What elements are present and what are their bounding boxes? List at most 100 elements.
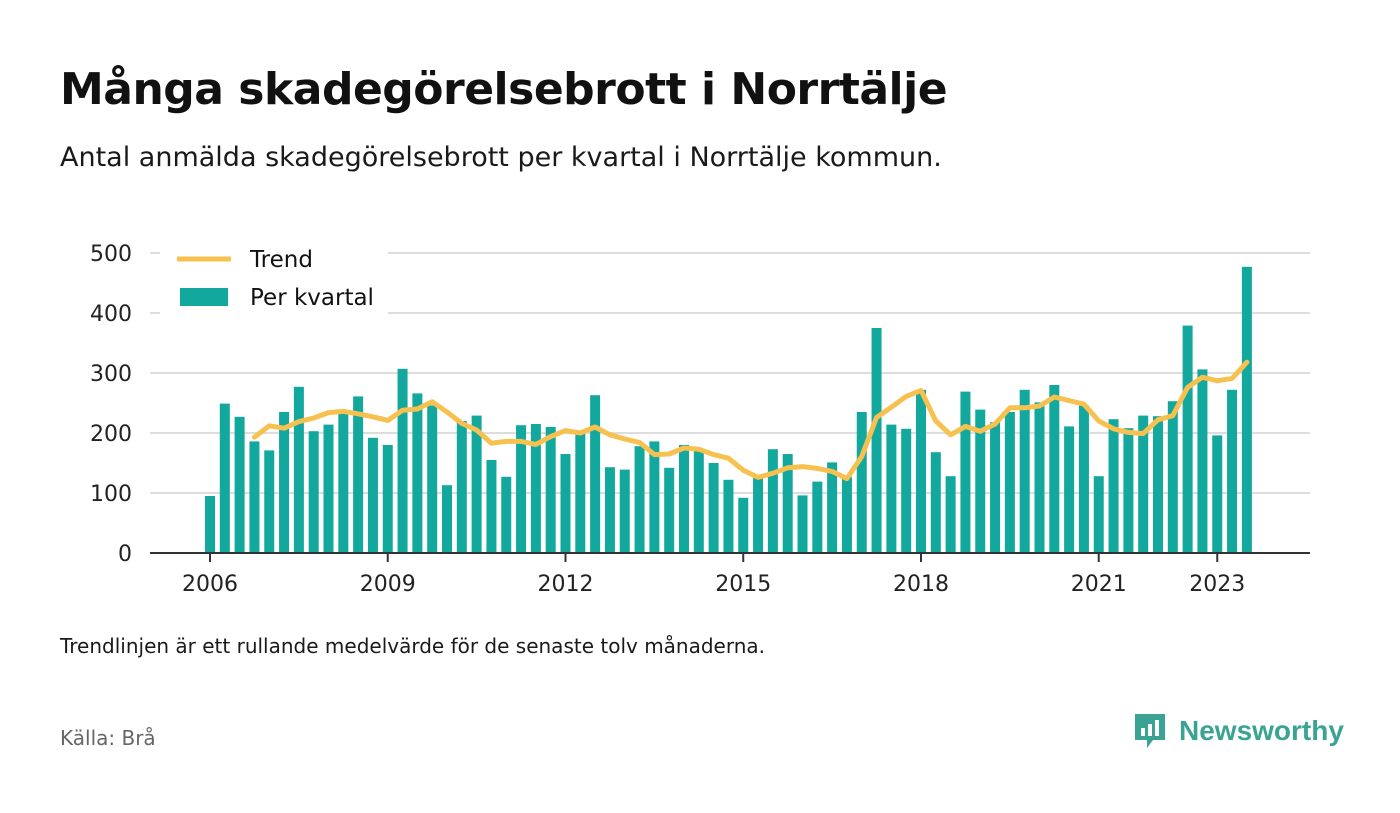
bar <box>560 454 571 553</box>
bar <box>442 485 452 553</box>
bar <box>1138 415 1149 553</box>
y-tick-label: 100 <box>90 482 132 507</box>
bar <box>886 424 897 553</box>
bar <box>456 421 467 553</box>
bar <box>590 395 601 553</box>
newsworthy-logo[interactable]: Newsworthy <box>1133 712 1344 750</box>
bar <box>205 496 215 553</box>
bar <box>1167 401 1178 553</box>
x-tick-label: 2012 <box>538 572 594 597</box>
bar <box>1019 389 1030 553</box>
bar <box>619 469 630 553</box>
bar <box>545 427 556 553</box>
bar <box>1182 325 1193 553</box>
x-tick-label: 2018 <box>893 572 949 597</box>
bar <box>516 425 527 553</box>
bar <box>308 431 319 553</box>
chart-title: Många skadegörelsebrott i Norrtälje <box>60 64 948 115</box>
legend: Trend Per kvartal <box>160 233 388 315</box>
chart-plot: 0 100 200 300 400 500 2006 2009 2012 2015 2018 202… <box>90 233 1310 597</box>
bar <box>767 449 778 553</box>
bar <box>249 441 260 553</box>
bar <box>323 424 334 553</box>
bar-chart-speech-bubble-icon <box>1135 714 1165 748</box>
legend-bar-label: Per kvartal <box>250 285 374 311</box>
bar <box>382 445 393 553</box>
bar <box>1123 428 1134 553</box>
x-axis-ticks: 2006 2009 2012 2015 2018 2021 2023 <box>182 553 1245 597</box>
bar <box>1153 416 1163 553</box>
bar <box>1078 405 1089 553</box>
bar <box>264 450 275 553</box>
bar <box>219 403 230 553</box>
bar <box>738 497 749 553</box>
bar <box>471 415 482 553</box>
bar <box>1227 389 1238 553</box>
bar <box>916 389 926 553</box>
trend-line <box>251 359 1250 482</box>
bar <box>501 476 512 553</box>
bar <box>486 460 497 553</box>
bar <box>1108 419 1119 553</box>
bar <box>427 405 438 553</box>
bar <box>990 422 1001 553</box>
bar <box>723 479 734 553</box>
bar <box>753 477 764 553</box>
legend-trend-label: Trend <box>249 247 313 273</box>
bar <box>1212 435 1223 553</box>
bar <box>856 412 867 553</box>
bar <box>960 391 971 553</box>
y-tick-label: 400 <box>90 302 132 327</box>
trend-series <box>251 359 1250 482</box>
x-tick-label: 2015 <box>715 572 771 597</box>
bar <box>1004 412 1015 553</box>
bar <box>812 481 823 553</box>
bar <box>797 495 808 553</box>
bar <box>1049 385 1060 553</box>
y-axis-ticks: 0 100 200 300 400 500 <box>90 242 132 567</box>
bar <box>679 445 689 553</box>
bar <box>634 446 645 553</box>
bar <box>412 393 423 553</box>
bar <box>1093 476 1104 553</box>
bar <box>293 386 304 553</box>
x-tick-label: 2009 <box>360 572 416 597</box>
y-tick-label: 0 <box>118 542 132 567</box>
bar <box>279 412 290 553</box>
x-tick-label: 2021 <box>1071 572 1127 597</box>
y-tick-label: 300 <box>90 362 132 387</box>
bar <box>575 433 586 553</box>
legend-bar-swatch <box>180 288 228 306</box>
bar <box>604 467 615 553</box>
bar <box>782 454 793 553</box>
bar <box>234 416 245 553</box>
y-tick-label: 200 <box>90 422 132 447</box>
bar <box>1064 426 1075 553</box>
bar <box>1034 402 1045 553</box>
bar <box>827 462 838 553</box>
bar-series <box>205 266 1252 553</box>
bar <box>1197 369 1208 553</box>
bar <box>649 441 660 553</box>
bar <box>841 476 852 553</box>
bar <box>871 328 882 553</box>
bar <box>901 428 912 553</box>
bar <box>975 409 986 553</box>
y-tick-label: 500 <box>90 242 132 267</box>
bar <box>945 476 956 553</box>
bar <box>338 413 349 553</box>
chart-note: Trendlinjen är ett rullande medelvärde f… <box>60 634 766 658</box>
chart-subtitle: Antal anmälda skadegörelsebrott per kvar… <box>60 142 942 173</box>
bar <box>708 463 719 553</box>
bar <box>693 449 704 553</box>
x-tick-label: 2023 <box>1189 572 1245 597</box>
bar <box>530 424 541 553</box>
x-tick-label: 2006 <box>182 572 238 597</box>
bar <box>353 396 364 553</box>
bar <box>367 437 378 553</box>
bar <box>397 368 408 553</box>
source-label: Källa: Brå <box>60 726 156 750</box>
bar <box>664 467 675 553</box>
bar <box>1241 266 1252 553</box>
bar <box>930 452 941 553</box>
